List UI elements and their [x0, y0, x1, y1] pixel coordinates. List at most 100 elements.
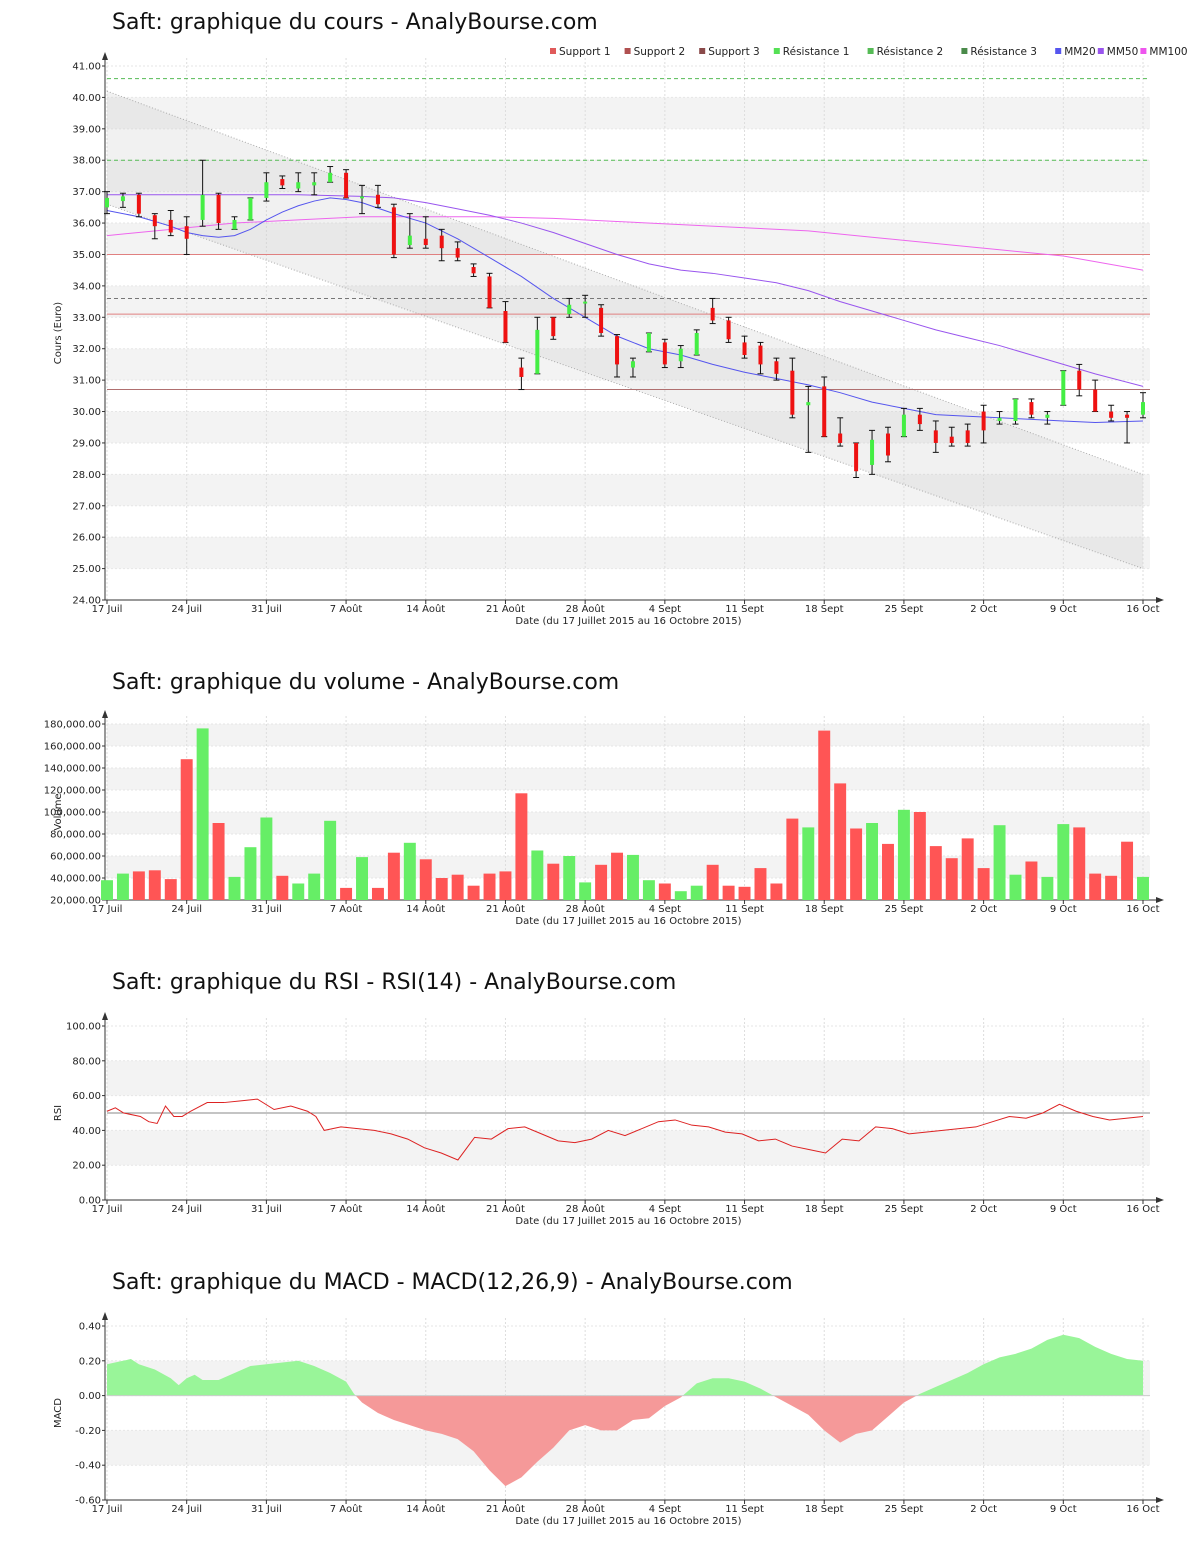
price-y-tick-label: 36.00 [72, 219, 101, 230]
price-y-tick-label: 31.00 [72, 376, 101, 387]
volume-y-tick-label: 80,000.00 [50, 830, 101, 841]
volume-x-tick-label: 18 Sept [805, 904, 844, 915]
macd-y-axis-label: MACD [53, 1398, 64, 1428]
legend-swatch [550, 48, 556, 54]
volume-x-tick-label: 17 Juil [92, 904, 123, 915]
volume-band [107, 812, 1150, 834]
macd-y-tick-label: -0.40 [75, 1461, 101, 1472]
volume-bar [483, 873, 496, 900]
legend-swatch [1097, 48, 1104, 54]
rsi-x-tick-label: 7 Août [330, 1203, 363, 1215]
price-y-tick-label: 30.00 [72, 407, 101, 418]
candle-body [854, 442, 859, 472]
volume-bar [563, 856, 576, 900]
volume-bar [897, 809, 910, 900]
macd-y-tick-label: 0.40 [79, 1322, 101, 1333]
candle-body [726, 320, 731, 340]
price-y-tick-label: 38.00 [72, 156, 101, 167]
volume-bar [228, 876, 241, 900]
price-x-tick-label: 31 Juil [251, 604, 282, 615]
candle-body [774, 361, 779, 374]
price-x-tick-label: 21 Août [486, 603, 525, 615]
volume-bar [499, 871, 512, 900]
rsi-x-tick-label: 21 Août [486, 1203, 525, 1215]
volume-bar [579, 882, 592, 900]
volume-bar [1041, 876, 1054, 900]
volume-x-tick-label: 31 Juil [251, 904, 282, 915]
rsi-y-tick-label: 100.00 [66, 1022, 101, 1033]
volume-y-tick-label: 140,000.00 [44, 764, 101, 775]
volume-x-tick-label: 25 Sept [885, 904, 924, 915]
macd-y-arrow [102, 1312, 108, 1320]
volume-bar [754, 868, 767, 900]
candle-body [567, 304, 572, 315]
volume-bar [1105, 875, 1118, 900]
volume-band [107, 724, 1150, 746]
candle-body [328, 172, 333, 183]
candle-body [423, 238, 428, 246]
macd-y-tick-label: -0.20 [75, 1426, 101, 1437]
candle-body [312, 182, 317, 186]
volume-bar [626, 854, 639, 900]
price-chart-title: Saft: graphique du cours - AnalyBourse.c… [112, 10, 598, 35]
volume-y-arrow [102, 710, 108, 718]
volume-bar [993, 825, 1006, 900]
macd-x-tick-label: 7 Août [330, 1503, 363, 1515]
macd-x-tick-label: 4 Sept [649, 1504, 681, 1515]
volume-bar [834, 783, 847, 900]
volume-bar [164, 879, 177, 900]
legend-label: Résistance 2 [877, 46, 944, 58]
price-band [107, 223, 1150, 255]
rsi-x-arrow [1156, 1197, 1164, 1203]
rsi-x-tick-label: 25 Sept [885, 1204, 924, 1215]
rsi-panel [102, 1012, 1164, 1204]
candle-body [551, 317, 556, 337]
candle-body [1125, 414, 1130, 418]
volume-bar [882, 843, 894, 900]
legend-swatch [867, 48, 874, 54]
macd-x-tick-label: 18 Sept [805, 1504, 844, 1515]
macd-y-tick-label: -0.60 [75, 1496, 101, 1507]
price-y-tick-label: 41.00 [72, 62, 101, 73]
volume-bar [738, 886, 751, 900]
candle-body [264, 182, 269, 198]
candle-body [1141, 402, 1145, 415]
volume-bar [611, 852, 624, 900]
candle-body [1061, 370, 1066, 406]
volume-bar [642, 880, 655, 900]
candle-body [933, 430, 938, 443]
rsi-band [107, 1060, 1150, 1096]
candle-body [694, 333, 699, 355]
macd-band [107, 1430, 1150, 1466]
volume-x-tick-label: 2 Oct [970, 904, 997, 915]
rsi-x-tick-label: 18 Sept [805, 1204, 844, 1215]
volume-bar [324, 820, 337, 900]
candle-body [678, 348, 683, 362]
volume-bar [340, 887, 353, 900]
rsi-x-tick-label: 14 Août [406, 1203, 445, 1215]
candle-body [344, 172, 349, 198]
volume-bar [196, 728, 209, 900]
macd-x-tick-label: 9 Oct [1050, 1504, 1077, 1515]
volume-bar [387, 852, 400, 900]
macd-positive-area [107, 1359, 356, 1396]
price-band [107, 97, 1150, 129]
candle-body [152, 215, 157, 227]
macd-x-tick-label: 11 Sept [725, 1504, 764, 1515]
price-band [107, 285, 1150, 318]
rsi-x-tick-label: 9 Oct [1050, 1204, 1077, 1215]
candle-body [120, 196, 125, 202]
price-band [107, 537, 1150, 569]
candle-body [758, 345, 763, 365]
channel-upper-line [106, 90, 1144, 475]
legend-label: Résistance 1 [783, 46, 850, 58]
legend-label: Support 3 [708, 46, 760, 58]
volume-bar [945, 858, 958, 900]
volume-bar [1025, 861, 1038, 900]
price-y-tick-label: 28.00 [72, 470, 101, 481]
legend-swatch [699, 48, 706, 54]
legend-swatch [624, 48, 631, 54]
candle-body [296, 182, 301, 189]
candle-body [1109, 411, 1114, 418]
